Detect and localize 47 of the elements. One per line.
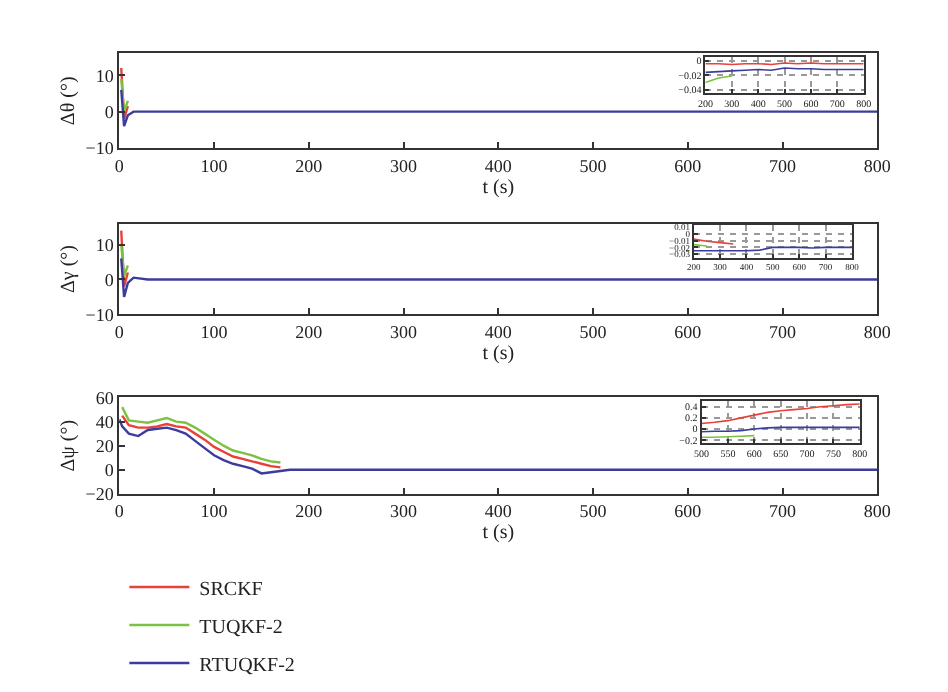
x-tick-label: 500 (579, 321, 608, 342)
line-series (119, 417, 878, 475)
x-tick-label: 100 (200, 155, 229, 176)
x-tick-label: 800 (863, 501, 892, 522)
y-tick-label: 20 (95, 435, 115, 456)
legend-label: RTUQKF-2 (199, 654, 295, 677)
y-axis-title: Δθ (°) (57, 76, 80, 126)
x-tick-label: 400 (484, 321, 513, 342)
x-tick-label: 700 (769, 321, 798, 342)
x-tick-label: 300 (390, 155, 419, 176)
y-axis-title: Δψ (°) (57, 419, 80, 472)
x-tick-label: 100 (200, 501, 229, 522)
x-tick-label: 600 (674, 501, 703, 522)
legend-label: TUQKF-2 (199, 616, 283, 639)
line-series (120, 405, 282, 464)
line-series (120, 88, 878, 128)
y-tick-label: −10 (85, 304, 115, 325)
x-axis-title: t (s) (482, 342, 515, 365)
x-tick-label: 300 (390, 501, 419, 522)
x-tick-label: 200 (295, 155, 324, 176)
x-axis-title: t (s) (482, 176, 515, 199)
y-tick-label: 10 (95, 65, 115, 86)
x-tick-label: 500 (579, 501, 608, 522)
x-tick-label: 600 (674, 321, 703, 342)
line-series (701, 403, 860, 425)
y-tick-label: −20 (85, 484, 115, 505)
x-tick-label: 400 (484, 501, 513, 522)
x-axis-title: t (s) (482, 522, 515, 545)
x-tick-label: 600 (674, 155, 703, 176)
x-tick-label: 400 (484, 155, 513, 176)
x-tick-label: 200 (295, 321, 324, 342)
x-tick-label: 700 (769, 501, 798, 522)
line-series (120, 257, 878, 299)
x-tick-label: 100 (200, 321, 229, 342)
x-tick-label: 800 (863, 155, 892, 176)
y-tick-label: 40 (95, 411, 115, 432)
y-tick-label: 10 (95, 234, 115, 255)
y-axis-title: Δγ (°) (57, 244, 80, 293)
x-tick-label: 800 (863, 321, 892, 342)
x-tick-label: 300 (390, 321, 419, 342)
x-tick-label: 500 (579, 155, 608, 176)
y-tick-label: −10 (85, 138, 115, 159)
line-series (120, 414, 282, 469)
legend-label: SRCKF (199, 578, 264, 601)
y-tick-label: 60 (95, 387, 115, 408)
x-tick-label: 700 (769, 155, 798, 176)
x-tick-label: 200 (295, 501, 324, 522)
